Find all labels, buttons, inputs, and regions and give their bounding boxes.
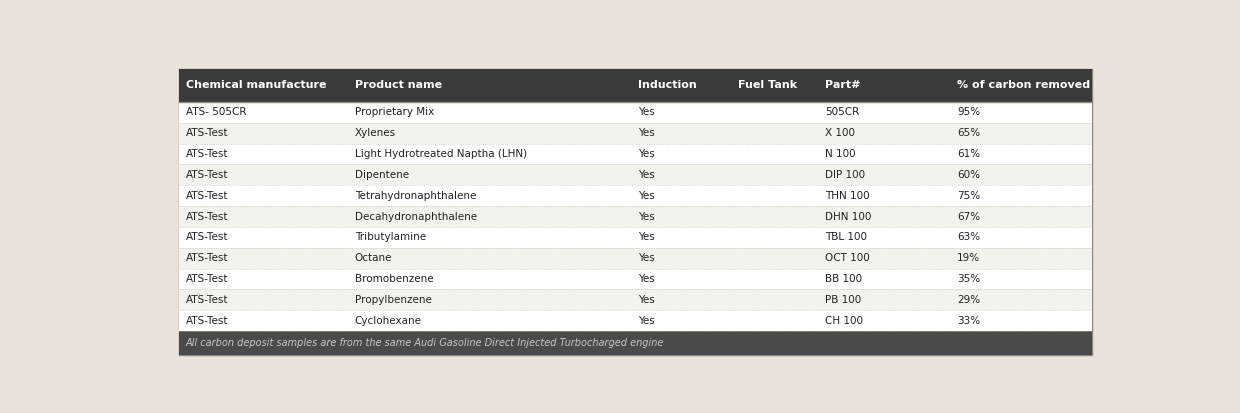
Text: 29%: 29% [957,295,981,305]
Text: Propylbenzene: Propylbenzene [355,295,432,305]
Text: Yes: Yes [637,191,655,201]
Bar [179,185,1092,206]
Text: 61%: 61% [957,149,981,159]
Bar [179,144,1092,164]
Text: ATS-Test: ATS-Test [186,128,228,138]
Text: 19%: 19% [957,253,981,263]
Text: Tributylamine: Tributylamine [355,233,425,242]
Bar [179,206,1092,227]
Text: ATS-Test: ATS-Test [186,211,228,221]
Bar [179,290,1092,310]
Bar [179,164,1092,185]
Text: Part#: Part# [825,81,861,90]
Text: 95%: 95% [957,107,981,117]
Bar [179,331,1092,355]
Text: THN 100: THN 100 [825,191,869,201]
Text: Product name: Product name [355,81,441,90]
Text: ATS-Test: ATS-Test [186,295,228,305]
Text: TBL 100: TBL 100 [825,233,867,242]
Text: ATS-Test: ATS-Test [186,274,228,284]
Text: 63%: 63% [957,233,981,242]
Text: ATS-Test: ATS-Test [186,149,228,159]
Text: Tetrahydronaphthalene: Tetrahydronaphthalene [355,191,476,201]
Text: Yes: Yes [637,107,655,117]
Text: Bromobenzene: Bromobenzene [355,274,433,284]
Text: BB 100: BB 100 [825,274,862,284]
Text: Light Hydrotreated Naptha (LHN): Light Hydrotreated Naptha (LHN) [355,149,527,159]
Text: Induction: Induction [637,81,697,90]
Bar [179,69,1092,355]
Text: 75%: 75% [957,191,981,201]
Text: 35%: 35% [957,274,981,284]
Text: 60%: 60% [957,170,980,180]
Text: OCT 100: OCT 100 [825,253,869,263]
Text: Yes: Yes [637,316,655,325]
Text: Octane: Octane [355,253,392,263]
Text: Yes: Yes [637,233,655,242]
Text: ATS-Test: ATS-Test [186,191,228,201]
Text: Dipentene: Dipentene [355,170,409,180]
Text: Fuel Tank: Fuel Tank [738,81,797,90]
Text: DIP 100: DIP 100 [825,170,866,180]
Text: Decahydronaphthalene: Decahydronaphthalene [355,211,476,221]
Text: ATS-Test: ATS-Test [186,170,228,180]
Text: Yes: Yes [637,211,655,221]
Text: Xylenes: Xylenes [355,128,396,138]
Text: 67%: 67% [957,211,981,221]
Text: 33%: 33% [957,316,981,325]
Text: Proprietary Mix: Proprietary Mix [355,107,434,117]
Bar [179,123,1092,144]
Text: PB 100: PB 100 [825,295,861,305]
Text: ATS-Test: ATS-Test [186,233,228,242]
Text: 65%: 65% [957,128,981,138]
Text: Yes: Yes [637,128,655,138]
Text: Yes: Yes [637,253,655,263]
Text: Chemical manufacture: Chemical manufacture [186,81,326,90]
Text: ATS- 505CR: ATS- 505CR [186,107,247,117]
Text: % of carbon removed: % of carbon removed [957,81,1090,90]
Text: X 100: X 100 [825,128,854,138]
Text: 505CR: 505CR [825,107,859,117]
Bar [179,227,1092,248]
Text: Yes: Yes [637,170,655,180]
Text: Cyclohexane: Cyclohexane [355,316,422,325]
Text: ATS-Test: ATS-Test [186,316,228,325]
Text: DHN 100: DHN 100 [825,211,872,221]
Text: Yes: Yes [637,149,655,159]
Text: Yes: Yes [637,274,655,284]
Text: All carbon deposit samples are from the same Audi Gasoline Direct Injected Turbo: All carbon deposit samples are from the … [186,338,665,348]
Bar [179,69,1092,102]
Text: N 100: N 100 [825,149,856,159]
Bar [179,102,1092,123]
Bar [179,248,1092,268]
Bar [179,310,1092,331]
Text: Yes: Yes [637,295,655,305]
Bar [179,268,1092,290]
Text: ATS-Test: ATS-Test [186,253,228,263]
Text: CH 100: CH 100 [825,316,863,325]
